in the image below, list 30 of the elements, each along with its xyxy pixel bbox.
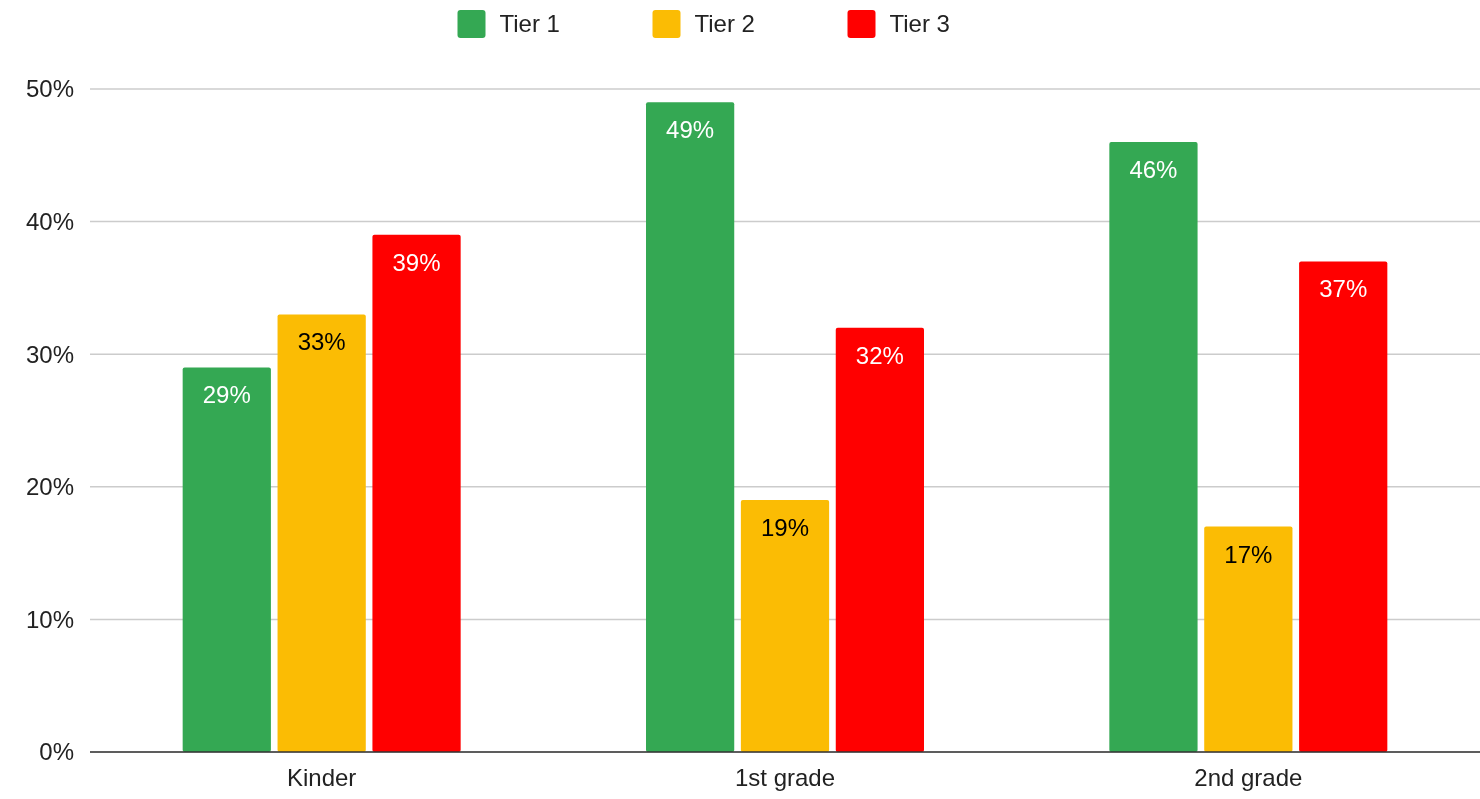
y-tick-label: 0% xyxy=(39,738,74,766)
bar xyxy=(646,102,735,752)
data-label: 33% xyxy=(297,328,346,356)
bar xyxy=(372,234,461,752)
legend-label: Tier 3 xyxy=(889,10,950,38)
data-label: 46% xyxy=(1129,156,1178,184)
bar xyxy=(835,327,924,752)
bar xyxy=(1299,261,1388,752)
y-tick-label: 20% xyxy=(25,473,74,501)
data-label: 37% xyxy=(1319,275,1368,303)
y-tick-label: 40% xyxy=(25,208,74,235)
y-tick-label: 10% xyxy=(25,605,74,633)
data-label: 17% xyxy=(1224,540,1273,568)
data-label: 39% xyxy=(392,248,441,276)
y-tick-label: 50% xyxy=(25,75,74,103)
x-tick-label: 2nd grade xyxy=(1194,764,1303,791)
legend-label: Tier 1 xyxy=(499,10,560,38)
bar xyxy=(1204,526,1293,752)
bar xyxy=(277,314,366,752)
bar xyxy=(1109,142,1198,752)
y-tick-label: 30% xyxy=(25,340,74,368)
data-label: 32% xyxy=(855,341,904,369)
data-label: 29% xyxy=(202,381,251,409)
bar xyxy=(740,500,830,752)
x-tick-label: Kinder xyxy=(286,764,357,791)
x-tick-label: 1st grade xyxy=(734,764,836,791)
bar xyxy=(182,367,271,752)
legend-label: Tier 2 xyxy=(694,10,755,38)
data-label: 49% xyxy=(666,116,715,144)
data-label: 19% xyxy=(760,514,810,542)
